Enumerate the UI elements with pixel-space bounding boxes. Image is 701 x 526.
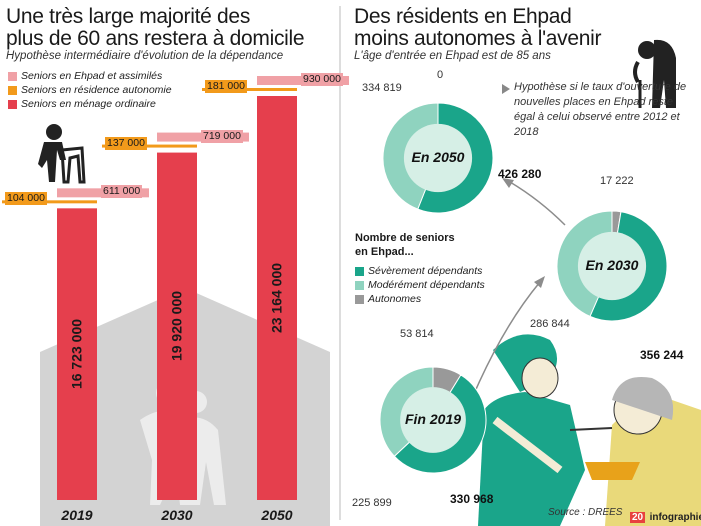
legend-swatch-autonomous [355, 295, 364, 304]
pie-title-en-2030: En 2030 [585, 257, 639, 273]
bar-menage-2030 [157, 152, 197, 501]
legend-label-moderate: Modérément dépendants [368, 279, 485, 291]
legend-label-ehpad: Seniors en Ehpad et assimilés [21, 70, 163, 82]
value-menage-2030: 19 920 000 [168, 291, 185, 362]
cane-person-icon [633, 39, 676, 109]
pie-value-en-2050-1: 334 819 [362, 82, 402, 94]
right-title-line2: moins autonomes à l'avenir [354, 27, 602, 50]
nurse-patient-illustration [478, 334, 701, 526]
hypothesis-note: Hypothèse si le taux d'ouverture de nouv… [514, 81, 687, 138]
value-residence-2030: 137 000 [105, 136, 147, 150]
value-menage-2019: 16 723 000 [68, 319, 85, 390]
pie-title-fin-2019: Fin 2019 [404, 411, 462, 427]
pie-title-en-2050: En 2050 [411, 149, 465, 165]
year-2050: 2050 [261, 507, 293, 523]
year-2019: 2019 [61, 507, 93, 523]
logo: 20 infographie [630, 507, 701, 525]
logo-mark: 20 [630, 512, 646, 523]
right-title-line1: Des résidents en Ehpad [354, 5, 572, 28]
legend-label-menage: Seniors en ménage ordinaire [21, 98, 156, 110]
value-ehpad-2030: 719 000 [201, 129, 243, 143]
pie-value-en-2030-2: 17 222 [600, 175, 634, 187]
pie-value-fin-2019-2: 53 814 [400, 328, 434, 340]
value-ehpad-2019: 611 000 [101, 185, 143, 199]
pie-value-fin-2019-1: 225 899 [352, 497, 392, 509]
left-subtitle: Hypothèse intermédiaire d'évolution de l… [6, 50, 284, 62]
legend-swatch-residence [8, 86, 17, 95]
bar-menage-2019 [57, 208, 97, 501]
value-ehpad-2050: 930 000 [301, 73, 343, 86]
bar-residence-2030 [102, 144, 197, 148]
value-residence-2050: 181 000 [205, 80, 247, 93]
pie-inner-fin-2019 [400, 387, 466, 453]
legend-swatch-menage [8, 100, 17, 109]
pie-inner-en-2050 [403, 123, 473, 193]
pie-value-en-2050-2: 0 [437, 69, 444, 81]
year-2030: 2030 [161, 507, 193, 523]
walker-person-icon [38, 124, 86, 184]
logo-text: infographie [649, 512, 701, 523]
right-subtitle: L'âge d'entrée en Ehpad est de 85 ans [354, 50, 551, 62]
pie-value-en-2030-0: 356 244 [640, 348, 684, 362]
left-title-line2: plus de 60 ans restera à domicile [6, 27, 305, 50]
value-menage-2050: 23 164 000 [268, 262, 285, 334]
pie-value-en-2050-0: 426 280 [498, 167, 542, 181]
legend-label-residence: Seniors en résidence autonomie [21, 84, 172, 96]
legend-label-autonomous: Autonomes [368, 293, 422, 305]
legend-title-line2: en Ehpad... [355, 246, 414, 258]
left-title-line1: Une très large majorité des [6, 5, 251, 28]
pie-inner-en-2030 [577, 231, 647, 301]
bar-residence-2019 [2, 200, 97, 204]
legend-label-severe: Sévèrement dépendants [368, 265, 483, 277]
legend-swatch-moderate [355, 281, 364, 290]
bar-residence-2050 [202, 88, 297, 91]
note-pointer-icon [502, 84, 510, 94]
arrow-2030-to-2050 [509, 181, 566, 226]
bar-menage-2050 [257, 96, 297, 500]
pie-value-fin-2019-0: 330 968 [450, 492, 494, 506]
legend-swatch-severe [355, 267, 364, 276]
value-residence-2019: 104 000 [5, 192, 47, 206]
pie-value-en-2030-1: 286 844 [530, 318, 570, 330]
source-label: Source : DREES [548, 507, 623, 518]
legend-swatch-ehpad [8, 72, 17, 81]
legend-title-line1: Nombre de seniors [355, 232, 455, 244]
